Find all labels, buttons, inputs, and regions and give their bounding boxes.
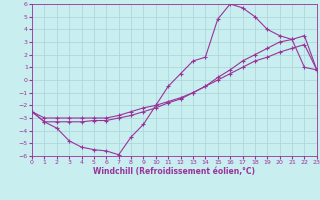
- X-axis label: Windchill (Refroidissement éolien,°C): Windchill (Refroidissement éolien,°C): [93, 167, 255, 176]
